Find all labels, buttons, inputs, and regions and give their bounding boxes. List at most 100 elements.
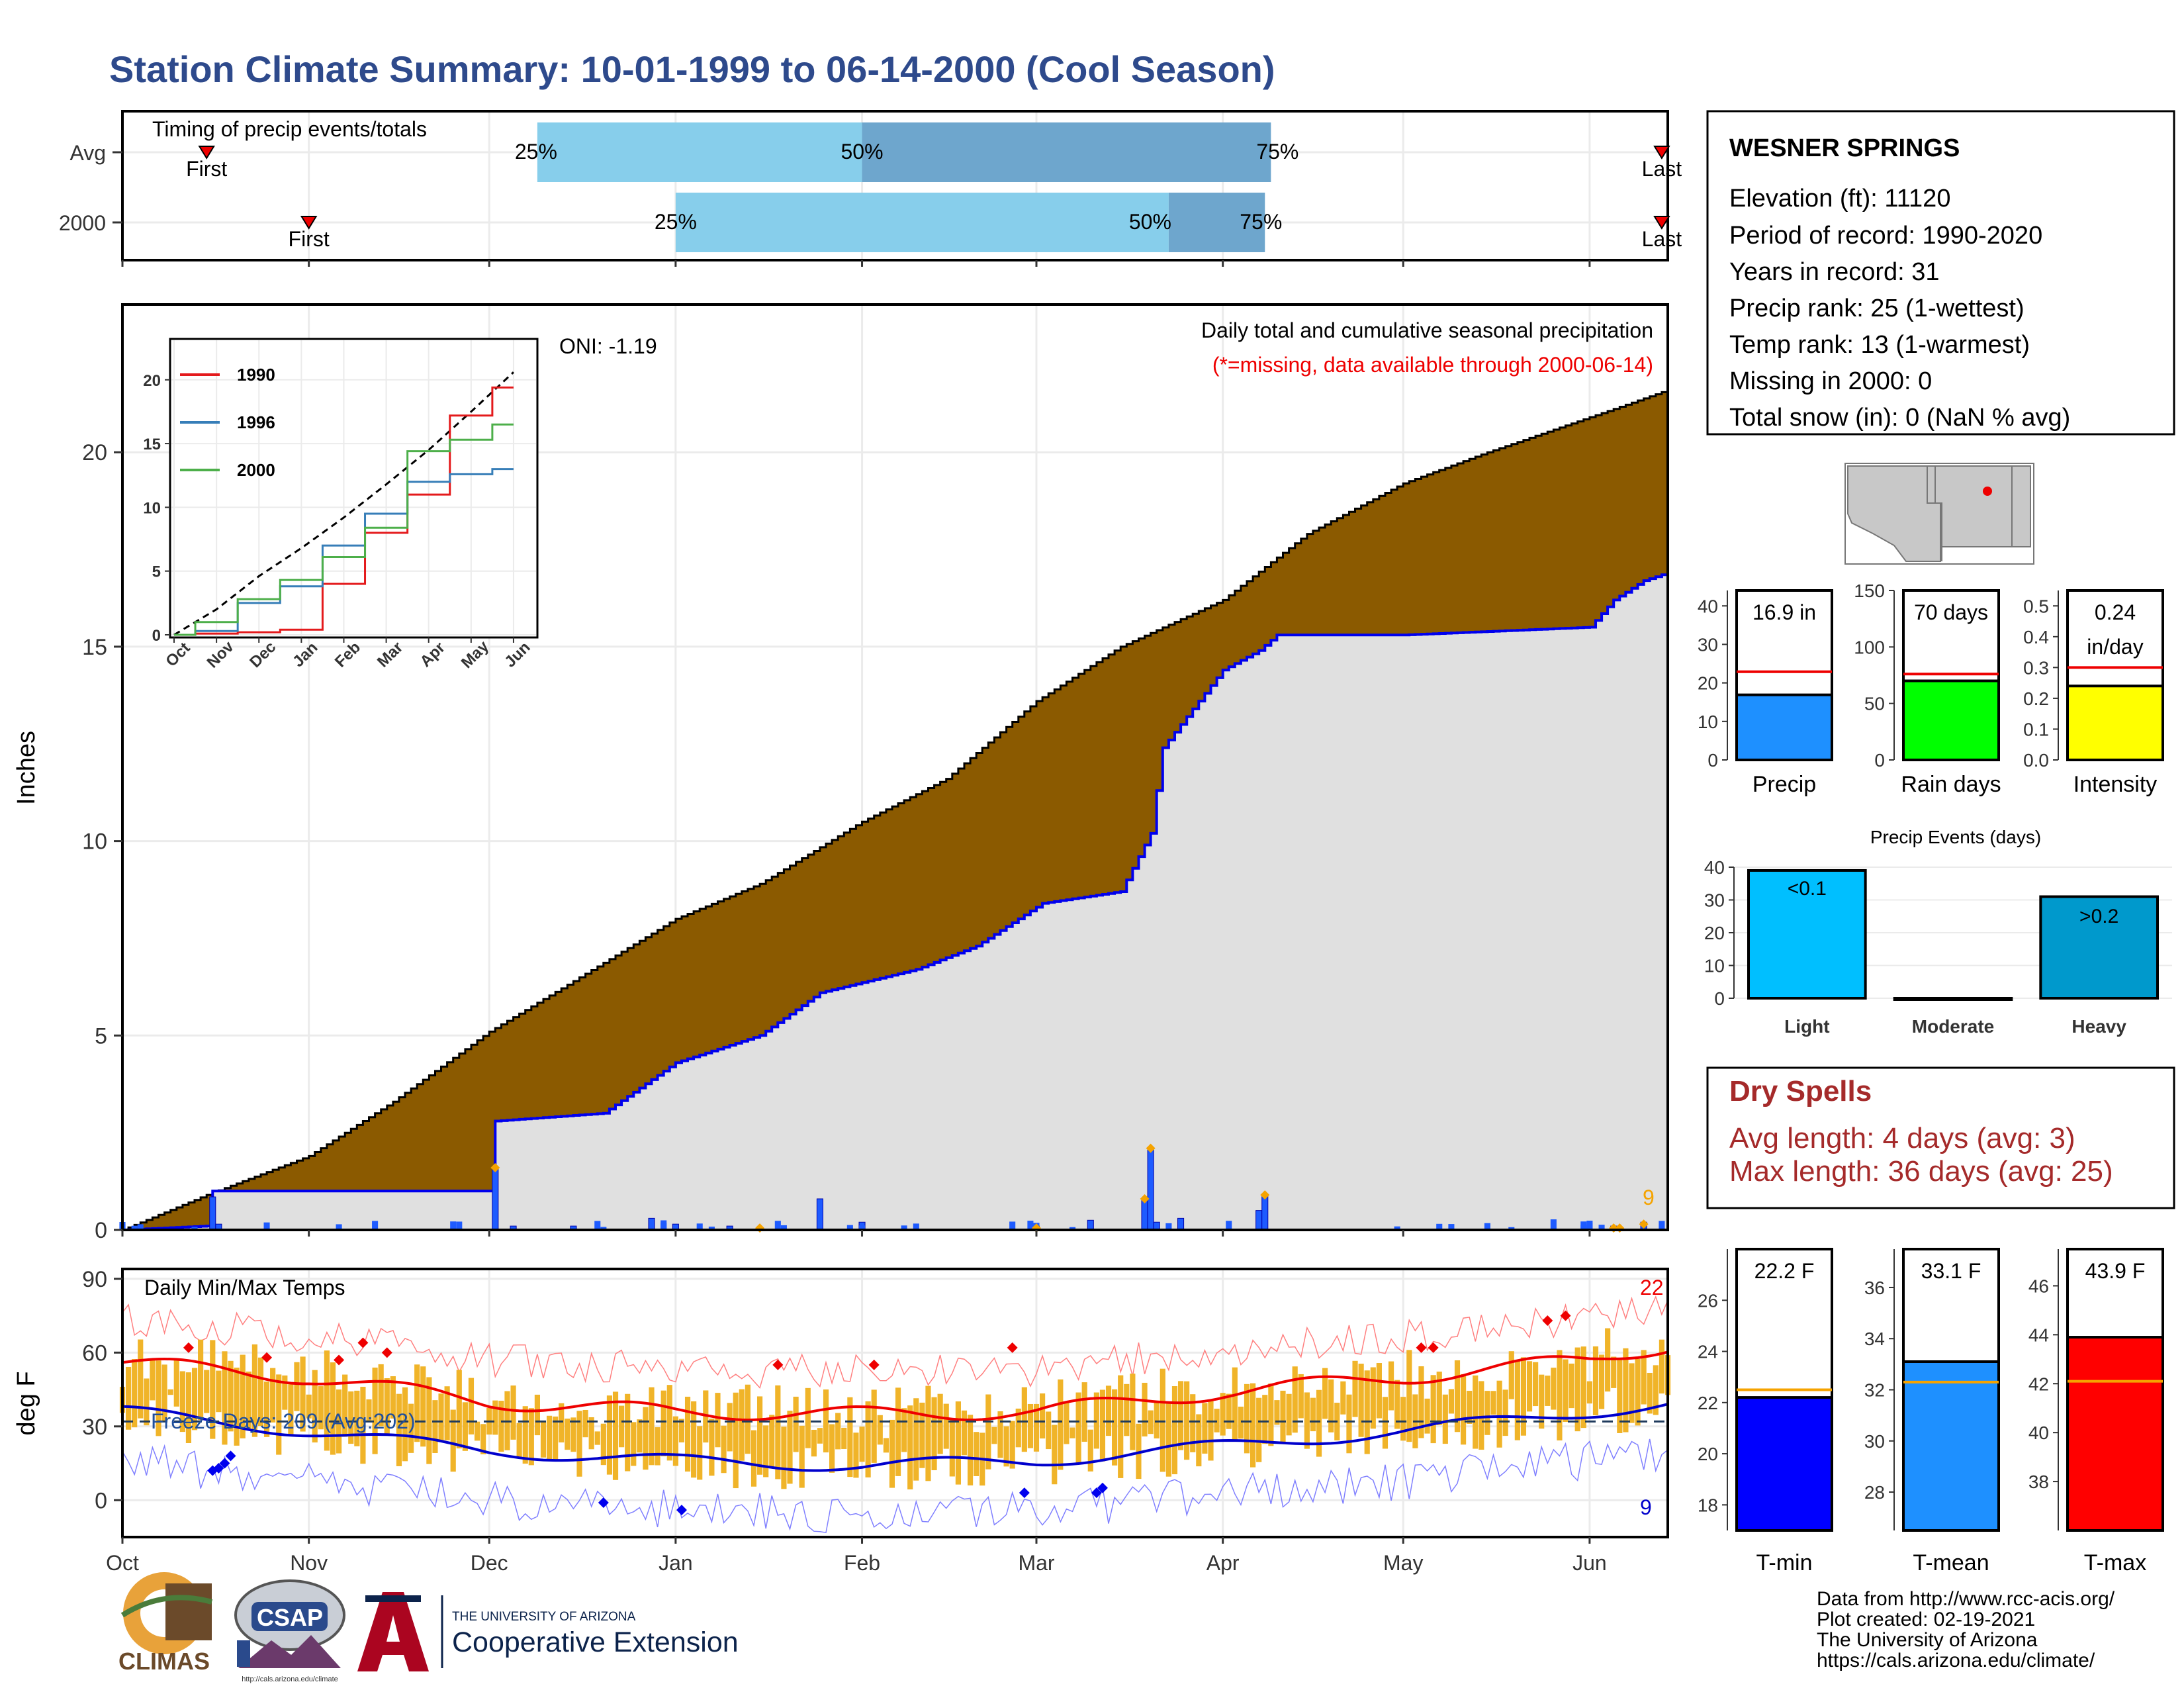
daily-precip-bar bbox=[600, 1227, 607, 1230]
daily-temp-range-bar bbox=[829, 1424, 835, 1473]
daily-temp-range-bar bbox=[919, 1402, 925, 1468]
daily-temp-range-bar bbox=[1075, 1392, 1081, 1464]
intensity: 0.0 0.1 0.2 0.3 0.4 0.5 0.24 in/day Intensity bbox=[2023, 589, 2164, 797]
month-tick-label: Oct bbox=[106, 1551, 139, 1575]
intensity-ytick-label: 0.5 bbox=[2023, 596, 2049, 616]
daily-precip-bar bbox=[1261, 1194, 1269, 1231]
daily-temp-range-bar bbox=[847, 1397, 853, 1477]
daily-temp-range-bar bbox=[324, 1350, 330, 1451]
daily-temp-range-bar bbox=[1358, 1364, 1364, 1437]
footer-credits: Data from http://www.rcc-acis.org/ Plot … bbox=[1817, 1588, 2115, 1671]
tmax-summary: 38 40 42 44 46 43.9 F T-max bbox=[2028, 1248, 2164, 1575]
daily-precip-bar bbox=[1177, 1217, 1185, 1231]
daily-temp-range-bar bbox=[1647, 1372, 1653, 1414]
events-ytick-label: 20 bbox=[1704, 923, 1725, 943]
month-tick-label: Apr bbox=[1206, 1551, 1240, 1575]
daily-precip-bar bbox=[901, 1225, 907, 1230]
daily-temp-range-bar bbox=[1394, 1380, 1400, 1429]
daily-temp-range-bar bbox=[1202, 1403, 1208, 1454]
daily-precip-bar bbox=[1009, 1221, 1016, 1230]
daily-temp-range-bar bbox=[522, 1406, 528, 1464]
daily-temp-range-bar bbox=[546, 1415, 553, 1460]
daily-temp-range-bar bbox=[1316, 1389, 1322, 1457]
precip-ytick-label: 5 bbox=[95, 1023, 107, 1049]
daily-temp-range-bar bbox=[1208, 1401, 1214, 1461]
month-tick-label: Jan bbox=[659, 1551, 693, 1575]
daily-temp-range-bar bbox=[709, 1419, 715, 1476]
tmin-summary-ytick-label: 18 bbox=[1698, 1495, 1718, 1515]
tmin-summary-ytick-label: 22 bbox=[1698, 1393, 1718, 1413]
daily-temp-range-bar bbox=[228, 1360, 234, 1432]
daily-temp-range-bar bbox=[257, 1357, 264, 1427]
daily-temp-range-bar bbox=[1448, 1389, 1455, 1414]
record-min-marker bbox=[1091, 1487, 1102, 1499]
daily-precip-bar bbox=[450, 1221, 457, 1230]
first-event-marker bbox=[300, 216, 318, 230]
daily-temp-range-bar bbox=[312, 1370, 318, 1443]
daily-temp-range-bar bbox=[606, 1395, 613, 1475]
daily-temp-range-bar bbox=[540, 1421, 547, 1458]
inset-legend-label: 1996 bbox=[237, 412, 275, 432]
last-event-label: Last bbox=[1642, 157, 1682, 181]
daily-temp-range-bar bbox=[793, 1396, 799, 1452]
daily-temp-range-bar bbox=[625, 1393, 631, 1472]
daily-temp-range-bar bbox=[1382, 1397, 1388, 1449]
daily-precip-bar bbox=[209, 1196, 216, 1231]
daily-temp-range-bar bbox=[841, 1427, 847, 1449]
daily-temp-range-bar bbox=[889, 1419, 895, 1488]
svg-text:CLIMAS: CLIMAS bbox=[118, 1648, 210, 1675]
daily-temp-range-bar bbox=[1058, 1379, 1064, 1470]
daily-precip-bar bbox=[131, 1225, 138, 1230]
daily-temp-range-bar bbox=[1490, 1391, 1496, 1415]
daily-temp-range-bar bbox=[1220, 1393, 1226, 1436]
precip-total-ytick-label: 10 bbox=[1698, 712, 1718, 732]
precip-caption: Daily total and cumulative seasonal prec… bbox=[1201, 318, 1653, 342]
daily-temp-range-bar bbox=[300, 1356, 306, 1432]
record-min-marker bbox=[1097, 1482, 1108, 1493]
daily-temp-range-bar bbox=[1545, 1376, 1551, 1406]
daily-precip-bar bbox=[708, 1226, 715, 1230]
daily-temp-range-bar bbox=[1653, 1365, 1659, 1415]
min-record-count: 9 bbox=[1640, 1495, 1652, 1519]
daily-temp-range-bar bbox=[1352, 1360, 1358, 1417]
daily-temp-range-bar bbox=[985, 1394, 991, 1470]
month-axis: Oct Nov Dec Jan Feb Mar Apr May Jun bbox=[106, 1551, 1607, 1575]
daily-temp-range-bar bbox=[949, 1419, 955, 1477]
month-tick-label: Feb bbox=[844, 1551, 880, 1575]
daily-temp-range-bar bbox=[678, 1419, 685, 1443]
daily-precip-bar bbox=[1659, 1221, 1665, 1230]
daily-temp-range-bar bbox=[1154, 1401, 1160, 1438]
daily-precip-bar bbox=[594, 1221, 601, 1230]
daily-temp-range-bar bbox=[167, 1389, 173, 1395]
daily-temp-range-bar bbox=[1496, 1380, 1502, 1448]
daily-temp-range-bar bbox=[631, 1422, 637, 1466]
tmax-summary-ytick-label: 44 bbox=[2028, 1325, 2049, 1345]
record-min-marker bbox=[598, 1497, 609, 1508]
daily-temp-range-bar bbox=[150, 1360, 156, 1401]
daily-temp-range-bar bbox=[251, 1344, 257, 1437]
tmean-summary-ytick-label: 28 bbox=[1864, 1482, 1885, 1503]
daily-temp-range-bar bbox=[426, 1377, 432, 1464]
inset-ytick-label: 10 bbox=[143, 499, 161, 517]
precip-event-marker bbox=[1140, 1194, 1150, 1204]
daily-precip-bar bbox=[660, 1223, 667, 1230]
daily-temp-range-bar bbox=[1184, 1381, 1190, 1460]
daily-temp-range-bar bbox=[185, 1372, 192, 1443]
daily-temp-range-bar bbox=[943, 1403, 949, 1449]
daily-precip-bar bbox=[137, 1224, 144, 1230]
daily-temp-range-bar bbox=[775, 1385, 781, 1479]
climas-logo: CLIMAS bbox=[118, 1572, 213, 1675]
precip-total-ytick-label: 0 bbox=[1707, 750, 1718, 771]
daily-temp-range-bar bbox=[138, 1339, 144, 1419]
daily-temp-range-bar bbox=[1563, 1359, 1569, 1423]
daily-precip-bar bbox=[913, 1223, 919, 1230]
ua-logo: THE UNIVERSITY OF ARIZONA Cooperative Ex… bbox=[357, 1592, 739, 1671]
record-max-marker bbox=[183, 1342, 194, 1353]
daily-temp-range-bar bbox=[553, 1416, 559, 1461]
timing-q50-label: 50% bbox=[841, 140, 884, 164]
daily-precip-bar bbox=[1598, 1225, 1605, 1230]
daily-temp-range-bar bbox=[1177, 1381, 1184, 1450]
daily-temp-range-bar bbox=[1232, 1367, 1238, 1440]
daily-temp-range-bar bbox=[637, 1419, 643, 1453]
precip-ytick-label: 15 bbox=[82, 635, 107, 660]
